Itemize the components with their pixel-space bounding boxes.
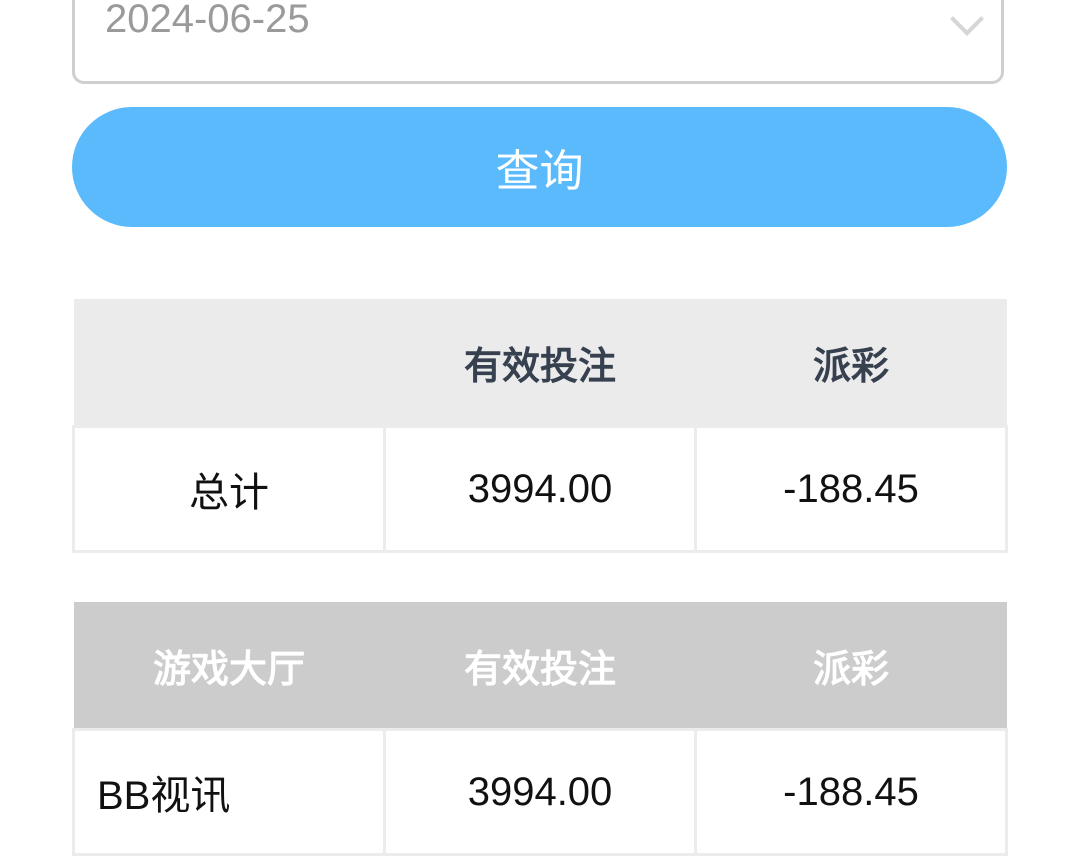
query-button[interactable]: 查询	[72, 107, 1007, 227]
header-valid-bet: 有效投注	[384, 299, 696, 427]
table-row: 总计 3994.00 -188.45	[72, 425, 1008, 553]
hall-name: BB视讯	[72, 728, 386, 856]
header-game-hall: 游戏大厅	[73, 602, 385, 730]
total-label: 总计	[72, 425, 386, 553]
table-row: BB视讯 3994.00 -188.45	[72, 728, 1008, 856]
table-header-row: 有效投注 派彩	[73, 299, 1007, 427]
total-valid-bet: 3994.00	[383, 425, 697, 553]
summary-table: 有效投注 派彩 总计 3994.00 -188.45	[72, 299, 1008, 553]
date-value: 2024-06-25	[105, 0, 310, 41]
header-payout: 派彩	[695, 602, 1007, 730]
total-payout: -188.45	[694, 425, 1008, 553]
hall-table: 游戏大厅 有效投注 派彩 BB视讯 3994.00 -188.45	[72, 602, 1008, 856]
hall-payout: -188.45	[694, 728, 1008, 856]
header-payout: 派彩	[695, 299, 1007, 427]
date-select[interactable]: 2024-06-25	[72, 0, 1004, 84]
header-valid-bet: 有效投注	[384, 602, 696, 730]
table-header-row: 游戏大厅 有效投注 派彩	[73, 602, 1007, 730]
hall-valid-bet: 3994.00	[383, 728, 697, 856]
header-cell	[73, 299, 385, 427]
chevron-down-icon[interactable]	[950, 2, 984, 36]
